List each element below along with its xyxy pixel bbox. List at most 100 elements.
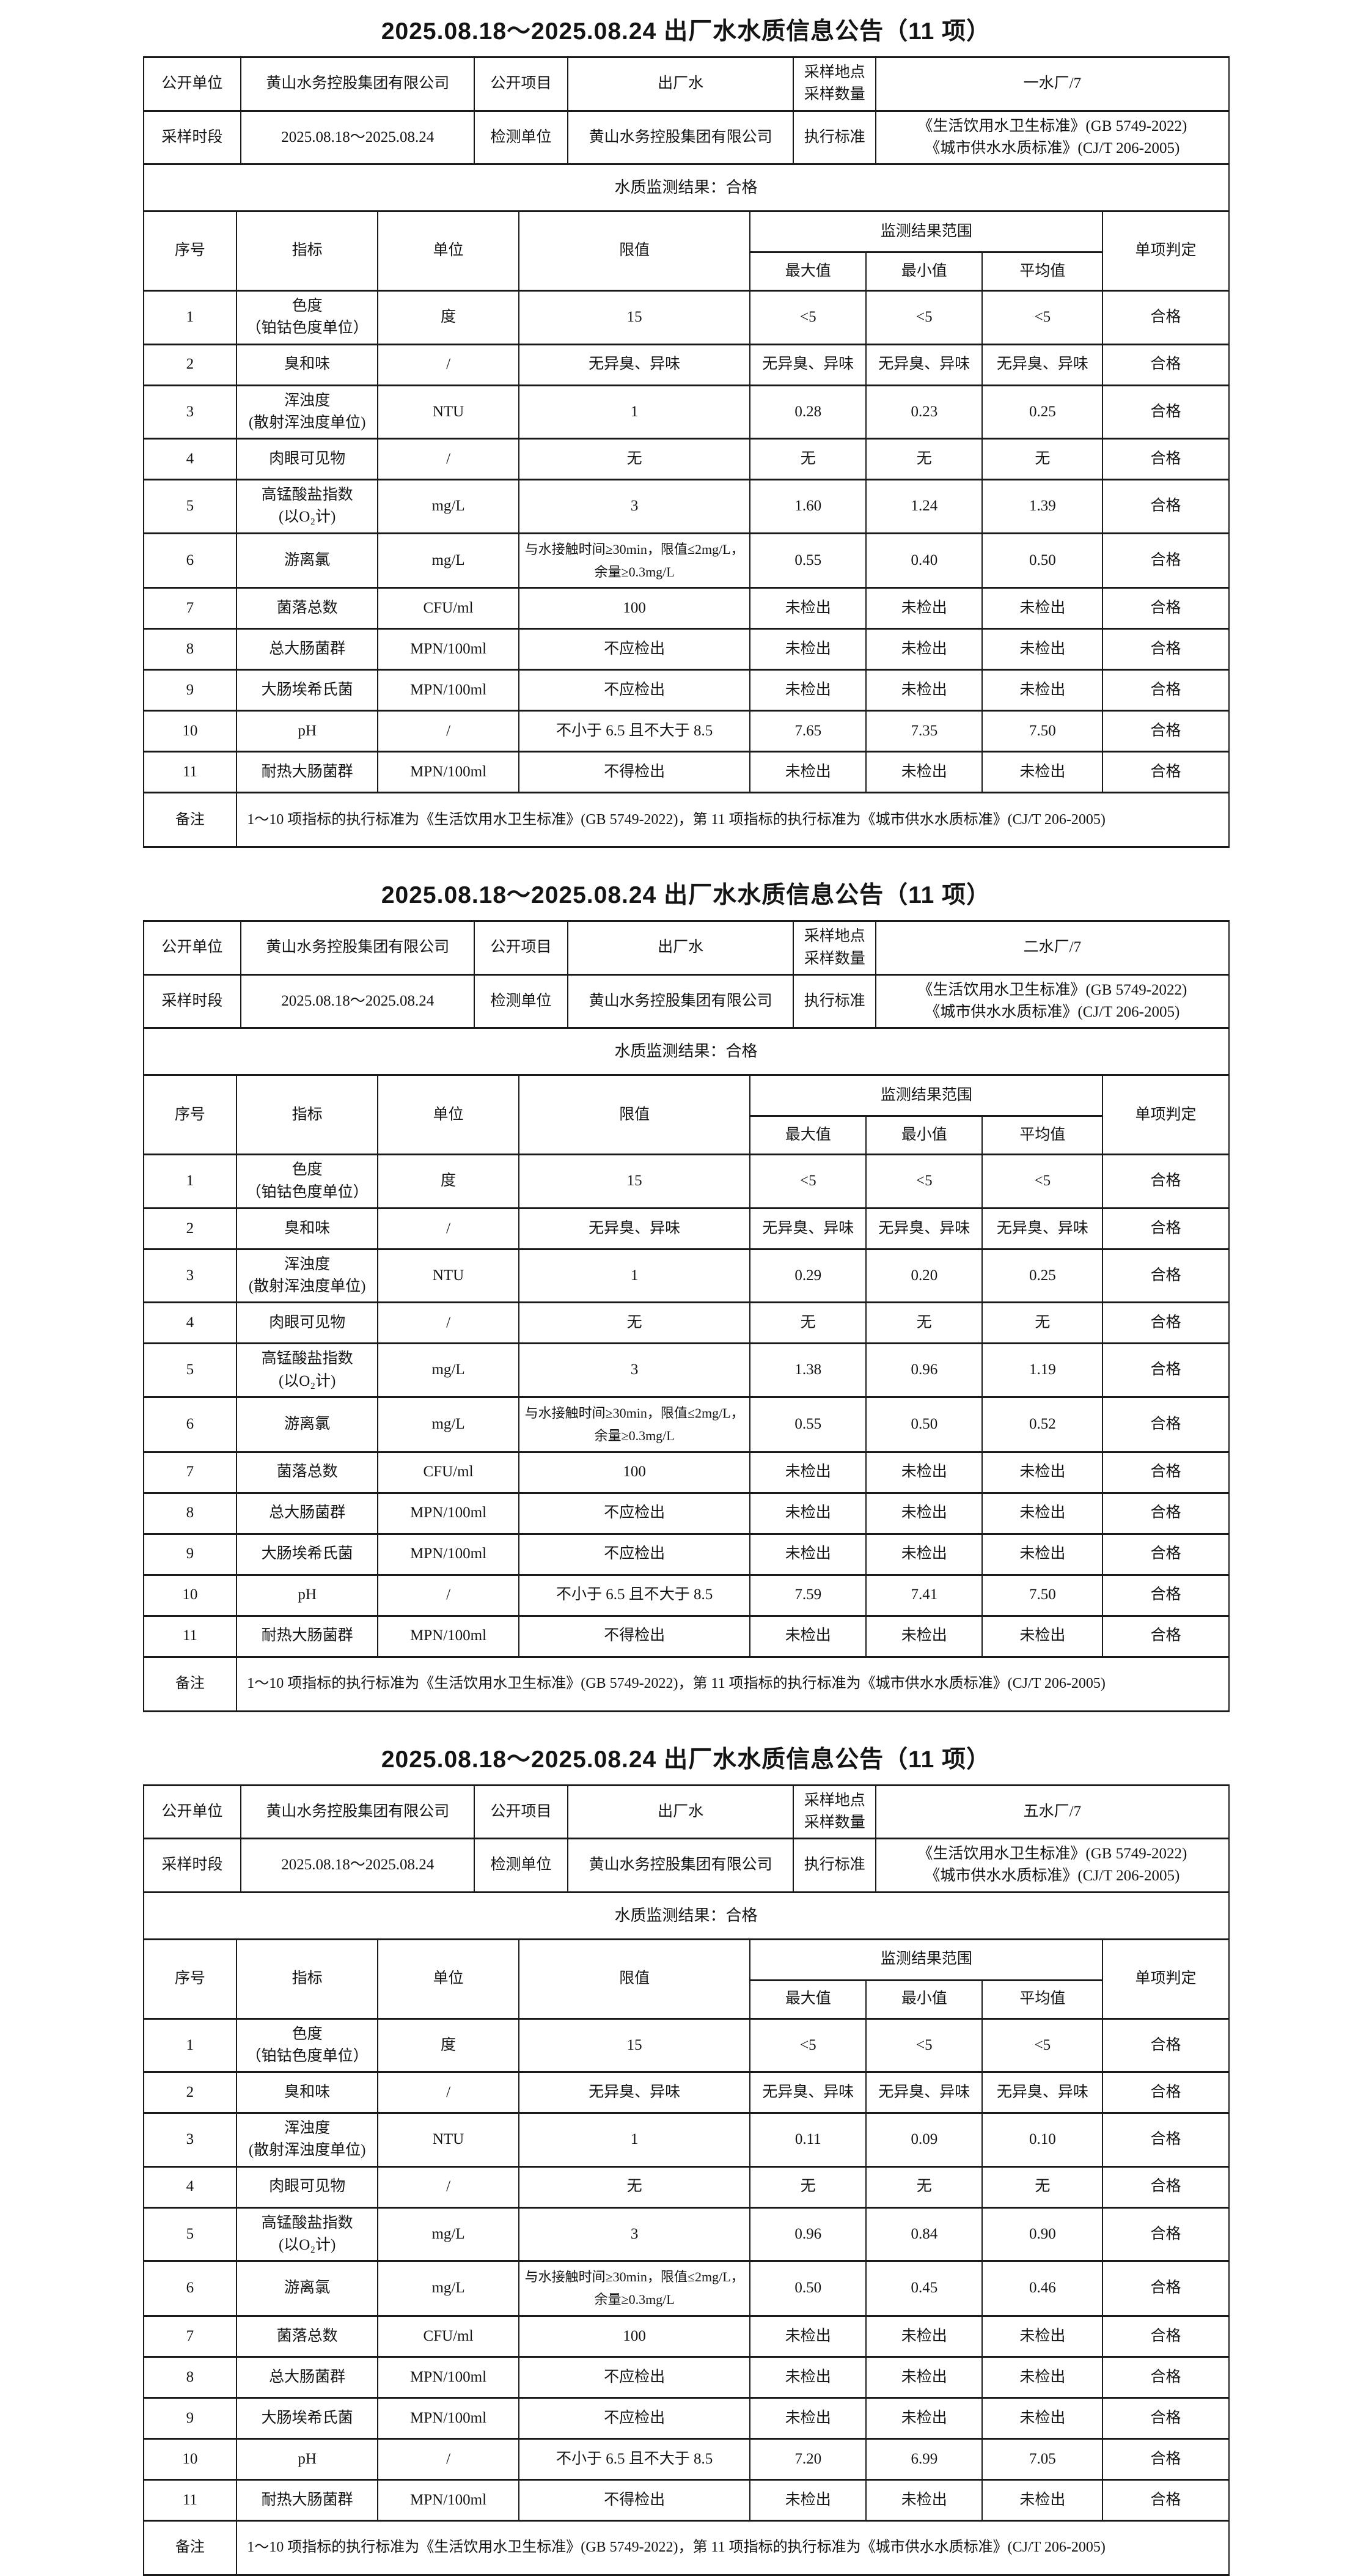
indicator-row: 11 耐热大肠菌群 MPN/100ml 不得检出 未检出 未检出 未检出 合格 [142, 751, 1230, 794]
unit-cell: 度 [377, 1154, 519, 1209]
seq-cell: 6 [142, 1396, 238, 1453]
seq-cell: 1 [142, 1154, 238, 1209]
min-value-cell: 未检出 [865, 1533, 983, 1576]
limit-cell: 无异臭、异味 [518, 343, 751, 386]
sampling-period-value: 2025.08.18～2025.08.24 [240, 1838, 475, 1893]
indicator-cell: 色度 （铂钴色度单位） [236, 290, 379, 345]
limit-cell: 不小于 6.5 且不大于 8.5 [518, 1573, 751, 1617]
seq-cell: 3 [142, 2112, 238, 2168]
public-item-value: 出厂水 [567, 1784, 794, 1840]
limit-cell: 不应检出 [518, 2355, 751, 2399]
column-subheader-row: 最大值 最小值 平均值 [144, 251, 1229, 292]
judgement-cell: 合格 [1102, 479, 1230, 534]
info-row: 采样时段 2025.08.18～2025.08.24 检测单位 黄山水务控股集团… [142, 973, 1230, 1029]
max-value-cell: 无 [749, 438, 867, 480]
indicator-row: 3 浑浊度 (散射浑浊度单位) NTU 1 0.28 0.23 0.25 合格 [142, 384, 1230, 440]
indicator-row: 5 高锰酸盐指数 (以O₂计) mg/L 3 1.38 0.96 1.19 合格 [142, 1342, 1230, 1398]
avg-value-cell: 未检出 [981, 669, 1104, 712]
summary-row: 水质监测结果：合格 [142, 163, 1230, 212]
seq-cell: 8 [142, 628, 238, 671]
sampling-period-value: 2025.08.18～2025.08.24 [240, 973, 475, 1029]
max-value-cell: 未检出 [749, 1492, 867, 1535]
seq-cell: 8 [142, 2355, 238, 2399]
column-header-row: 序号 指标 单位 限值 监测结果范围 单项判定 [142, 210, 1230, 292]
public-unit-label: 公开单位 [142, 920, 242, 976]
unit-cell: / [377, 343, 519, 386]
avg-value-cell: <5 [981, 290, 1104, 345]
announcement-section-2: 2025.08.18～2025.08.24 出厂水水质信息公告（11 项） 公开… [142, 848, 1230, 1712]
max-value-cell: 未检出 [749, 1451, 867, 1494]
unit-cell: NTU [377, 2112, 519, 2168]
note-label: 备注 [142, 792, 238, 848]
unit-cell: mg/L [377, 1342, 519, 1398]
max-value-cell: 0.28 [749, 384, 867, 440]
max-value-cell: 0.96 [749, 2206, 867, 2262]
announcement-title: 2025.08.18～2025.08.24 出厂水水质信息公告（11 项） [381, 882, 991, 909]
limit-cell: 1 [518, 1248, 751, 1304]
indicator-cell: 游离氯 [236, 532, 379, 589]
standard-label: 执行标准 [793, 1838, 877, 1893]
judgement-cell: 合格 [1102, 2260, 1230, 2317]
info-row: 公开单位 黄山水务控股集团有限公司 公开项目 出厂水 采样地点 采样数量 二水厂… [142, 920, 1230, 976]
avg-value-cell: 7.50 [981, 710, 1104, 753]
unit-cell: mg/L [377, 1396, 519, 1453]
seq-cell: 4 [142, 438, 238, 480]
avg-value-cell: 未检出 [981, 587, 1104, 630]
max-value-cell: 未检出 [749, 1533, 867, 1576]
public-item-label: 公开项目 [474, 920, 568, 976]
col-avg: 平均值 [981, 251, 1104, 292]
public-unit-value: 黄山水务控股集团有限公司 [240, 920, 475, 976]
min-value-cell: 未检出 [865, 1492, 983, 1535]
avg-value-cell: 无异臭、异味 [981, 343, 1104, 386]
note-row: 备注 1～10 项指标的执行标准为《生活饮用水卫生标准》(GB 5749-202… [142, 2519, 1230, 2576]
min-value-cell: 0.40 [865, 532, 983, 589]
min-value-cell: 无 [865, 2165, 983, 2209]
result-table: 水质监测结果：合格 序号 指标 单位 限值 监测结果范围 单项判定 最大值 最小… [142, 163, 1230, 848]
seq-cell: 5 [142, 2206, 238, 2262]
avg-value-cell: 1.19 [981, 1342, 1104, 1398]
limit-cell: 与水接触时间≥30min，限值≤2mg/L， 余量≥0.3mg/L [518, 532, 751, 589]
unit-cell: NTU [377, 1248, 519, 1304]
min-value-cell: 无异臭、异味 [865, 2071, 983, 2114]
min-value-cell: 无 [865, 1301, 983, 1345]
col-avg: 平均值 [981, 1115, 1104, 1156]
limit-cell: 不应检出 [518, 1533, 751, 1576]
indicator-row: 1 色度 （铂钴色度单位） 度 15 <5 <5 <5 合格 [142, 2017, 1230, 2074]
indicator-cell: 菌落总数 [236, 587, 379, 630]
judgement-cell: 合格 [1102, 710, 1230, 753]
col-seq: 序号 [142, 210, 238, 292]
seq-cell: 11 [142, 2478, 238, 2522]
sampling-site-value: 二水厂/7 [875, 920, 1230, 976]
col-min: 最小值 [865, 251, 983, 292]
public-unit-label: 公开单位 [142, 1784, 242, 1840]
indicator-row: 10 pH / 不小于 6.5 且不大于 8.5 7.20 6.99 7.05 … [142, 2437, 1230, 2481]
min-value-cell: 未检出 [865, 751, 983, 794]
sampling-site-value: 五水厂/7 [875, 1784, 1230, 1840]
min-value-cell: 无异臭、异味 [865, 1207, 983, 1250]
limit-cell: 无异臭、异味 [518, 1207, 751, 1250]
sampling-period-label: 采样时段 [142, 973, 242, 1029]
max-value-cell: 未检出 [749, 2355, 867, 2399]
judgement-cell: 合格 [1102, 628, 1230, 671]
indicator-cell: 色度 （铂钴色度单位） [236, 2017, 379, 2074]
sampling-site-value: 一水厂/7 [875, 56, 1230, 112]
limit-cell: 不得检出 [518, 751, 751, 794]
judgement-cell: 合格 [1102, 438, 1230, 480]
col-limit: 限值 [518, 1074, 751, 1156]
min-value-cell: 0.50 [865, 1396, 983, 1453]
indicator-cell: 游离氯 [236, 1396, 379, 1453]
note-label: 备注 [142, 2519, 238, 2576]
note-text: 1～10 项指标的执行标准为《生活饮用水卫生标准》(GB 5749-2022)，… [236, 2519, 1230, 2576]
indicator-cell: 大肠埃希氏菌 [236, 2396, 379, 2440]
indicator-row: 3 浑浊度 (散射浑浊度单位) NTU 1 0.29 0.20 0.25 合格 [142, 1248, 1230, 1304]
seq-cell: 11 [142, 1614, 238, 1658]
announcement-section-3: 2025.08.18～2025.08.24 出厂水水质信息公告（11 项） 公开… [142, 1712, 1230, 2576]
judgement-cell: 合格 [1102, 1342, 1230, 1398]
limit-cell: 无 [518, 1301, 751, 1345]
testing-unit-label: 检测单位 [474, 973, 568, 1029]
max-value-cell: 未检出 [749, 751, 867, 794]
result-summary: 水质监测结果：合格 [142, 163, 1230, 212]
col-seq: 序号 [142, 1074, 238, 1156]
avg-value-cell: 0.25 [981, 384, 1104, 440]
col-limit: 限值 [518, 210, 751, 292]
